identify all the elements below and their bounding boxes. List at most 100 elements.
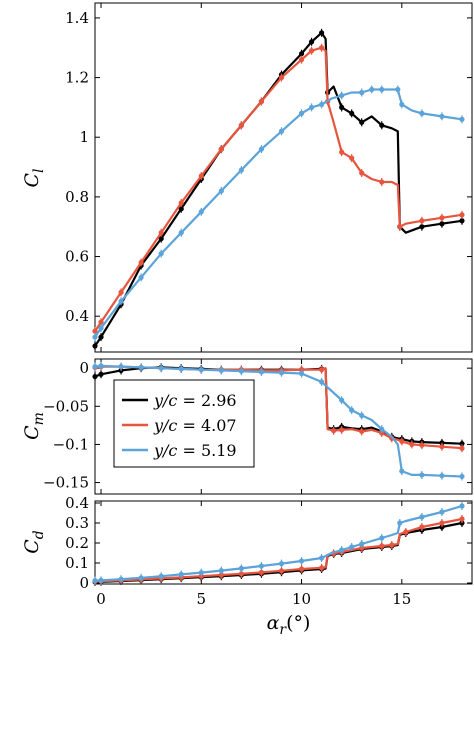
data-point — [98, 363, 104, 369]
data-point — [439, 520, 445, 526]
data-point — [399, 468, 405, 474]
data-point — [278, 74, 285, 81]
data-point — [349, 544, 355, 550]
data-point — [319, 379, 325, 385]
data-point — [331, 428, 337, 434]
data-point — [218, 188, 224, 194]
data-point — [218, 568, 224, 574]
data-point — [158, 250, 164, 257]
data-point — [92, 364, 98, 370]
y-tick-label: −0.1 — [53, 435, 89, 453]
data-point — [238, 167, 244, 173]
x-tick-label: 10 — [292, 590, 311, 608]
data-point — [359, 170, 365, 176]
data-point — [459, 473, 465, 480]
data-point — [278, 561, 285, 567]
data-point — [92, 328, 98, 334]
data-point — [98, 371, 104, 377]
panel-moment-coefficient: 0 −0.05 −0.1 −0.15 Cm — [21, 358, 473, 495]
data-point — [339, 92, 345, 99]
x-tick-label: 15 — [392, 590, 411, 608]
series-line — [94, 88, 463, 338]
data-point — [178, 200, 184, 206]
data-point — [339, 149, 345, 155]
y-tick-label: 0.4 — [65, 494, 89, 512]
data-point — [92, 334, 98, 340]
data-point — [298, 110, 305, 116]
data-point — [298, 57, 305, 63]
y-axis-label: Cd — [21, 530, 47, 554]
data-point — [319, 101, 325, 108]
data-point — [409, 441, 415, 448]
data-point — [92, 578, 98, 584]
data-point — [178, 230, 184, 236]
data-point — [298, 566, 305, 572]
y-tick-label: 0.8 — [65, 188, 89, 206]
data-point — [379, 179, 385, 185]
data-point — [349, 110, 355, 116]
data-point — [379, 426, 385, 432]
data-point — [138, 274, 144, 281]
data-point — [278, 128, 285, 134]
data-point — [349, 155, 355, 161]
data-point — [459, 441, 465, 447]
plot-frame — [94, 2, 473, 353]
data-point — [319, 367, 325, 373]
data-point — [258, 569, 265, 576]
data-point — [439, 221, 445, 227]
data-point — [319, 565, 325, 571]
data-point — [369, 86, 375, 93]
y-tick-label: 0.1 — [65, 554, 89, 572]
data-point — [439, 473, 445, 479]
data-point — [419, 110, 425, 116]
data-point — [178, 206, 184, 212]
data-point — [118, 576, 124, 582]
data-point — [379, 535, 385, 541]
data-point — [419, 472, 425, 478]
data-point — [298, 51, 305, 57]
data-point — [178, 571, 184, 578]
data-point — [439, 215, 445, 221]
y-tick-label: 0 — [79, 574, 89, 592]
data-point — [198, 209, 204, 215]
data-point — [158, 236, 164, 242]
data-point — [379, 86, 385, 93]
data-point — [403, 529, 409, 535]
data-point — [198, 173, 204, 179]
data-point — [158, 573, 164, 579]
data-point — [349, 407, 355, 413]
y-axis-label: Cm — [21, 412, 47, 440]
data-point — [118, 298, 124, 304]
data-point — [92, 343, 98, 349]
data-point — [138, 575, 144, 581]
y-tick-label: 1.2 — [65, 69, 89, 87]
data-point — [118, 289, 124, 295]
data-point — [178, 366, 184, 372]
data-point — [379, 122, 385, 128]
data-point — [359, 89, 365, 96]
data-point — [198, 570, 204, 576]
x-axis-label: αr(°) — [267, 612, 311, 638]
data-point — [278, 370, 285, 376]
y-tick-label: −0.15 — [43, 474, 89, 492]
data-point — [399, 438, 405, 444]
data-point — [238, 565, 244, 572]
data-point — [258, 146, 265, 152]
data-point — [258, 369, 265, 375]
data-point — [258, 563, 265, 569]
data-point — [359, 541, 365, 547]
data-point — [158, 365, 164, 371]
data-point — [258, 98, 265, 105]
legend-label: y/c = 4.07 — [153, 416, 237, 435]
y-tick-label: 0.6 — [65, 248, 89, 266]
data-point — [92, 373, 98, 380]
legend-label: y/c = 2.96 — [153, 391, 237, 410]
data-point — [319, 555, 325, 561]
data-point — [238, 571, 244, 577]
data-point — [319, 45, 325, 51]
y-tick-label: 0.3 — [65, 514, 89, 532]
series-line — [94, 364, 463, 478]
data-point — [339, 397, 345, 403]
data-point — [419, 442, 425, 448]
